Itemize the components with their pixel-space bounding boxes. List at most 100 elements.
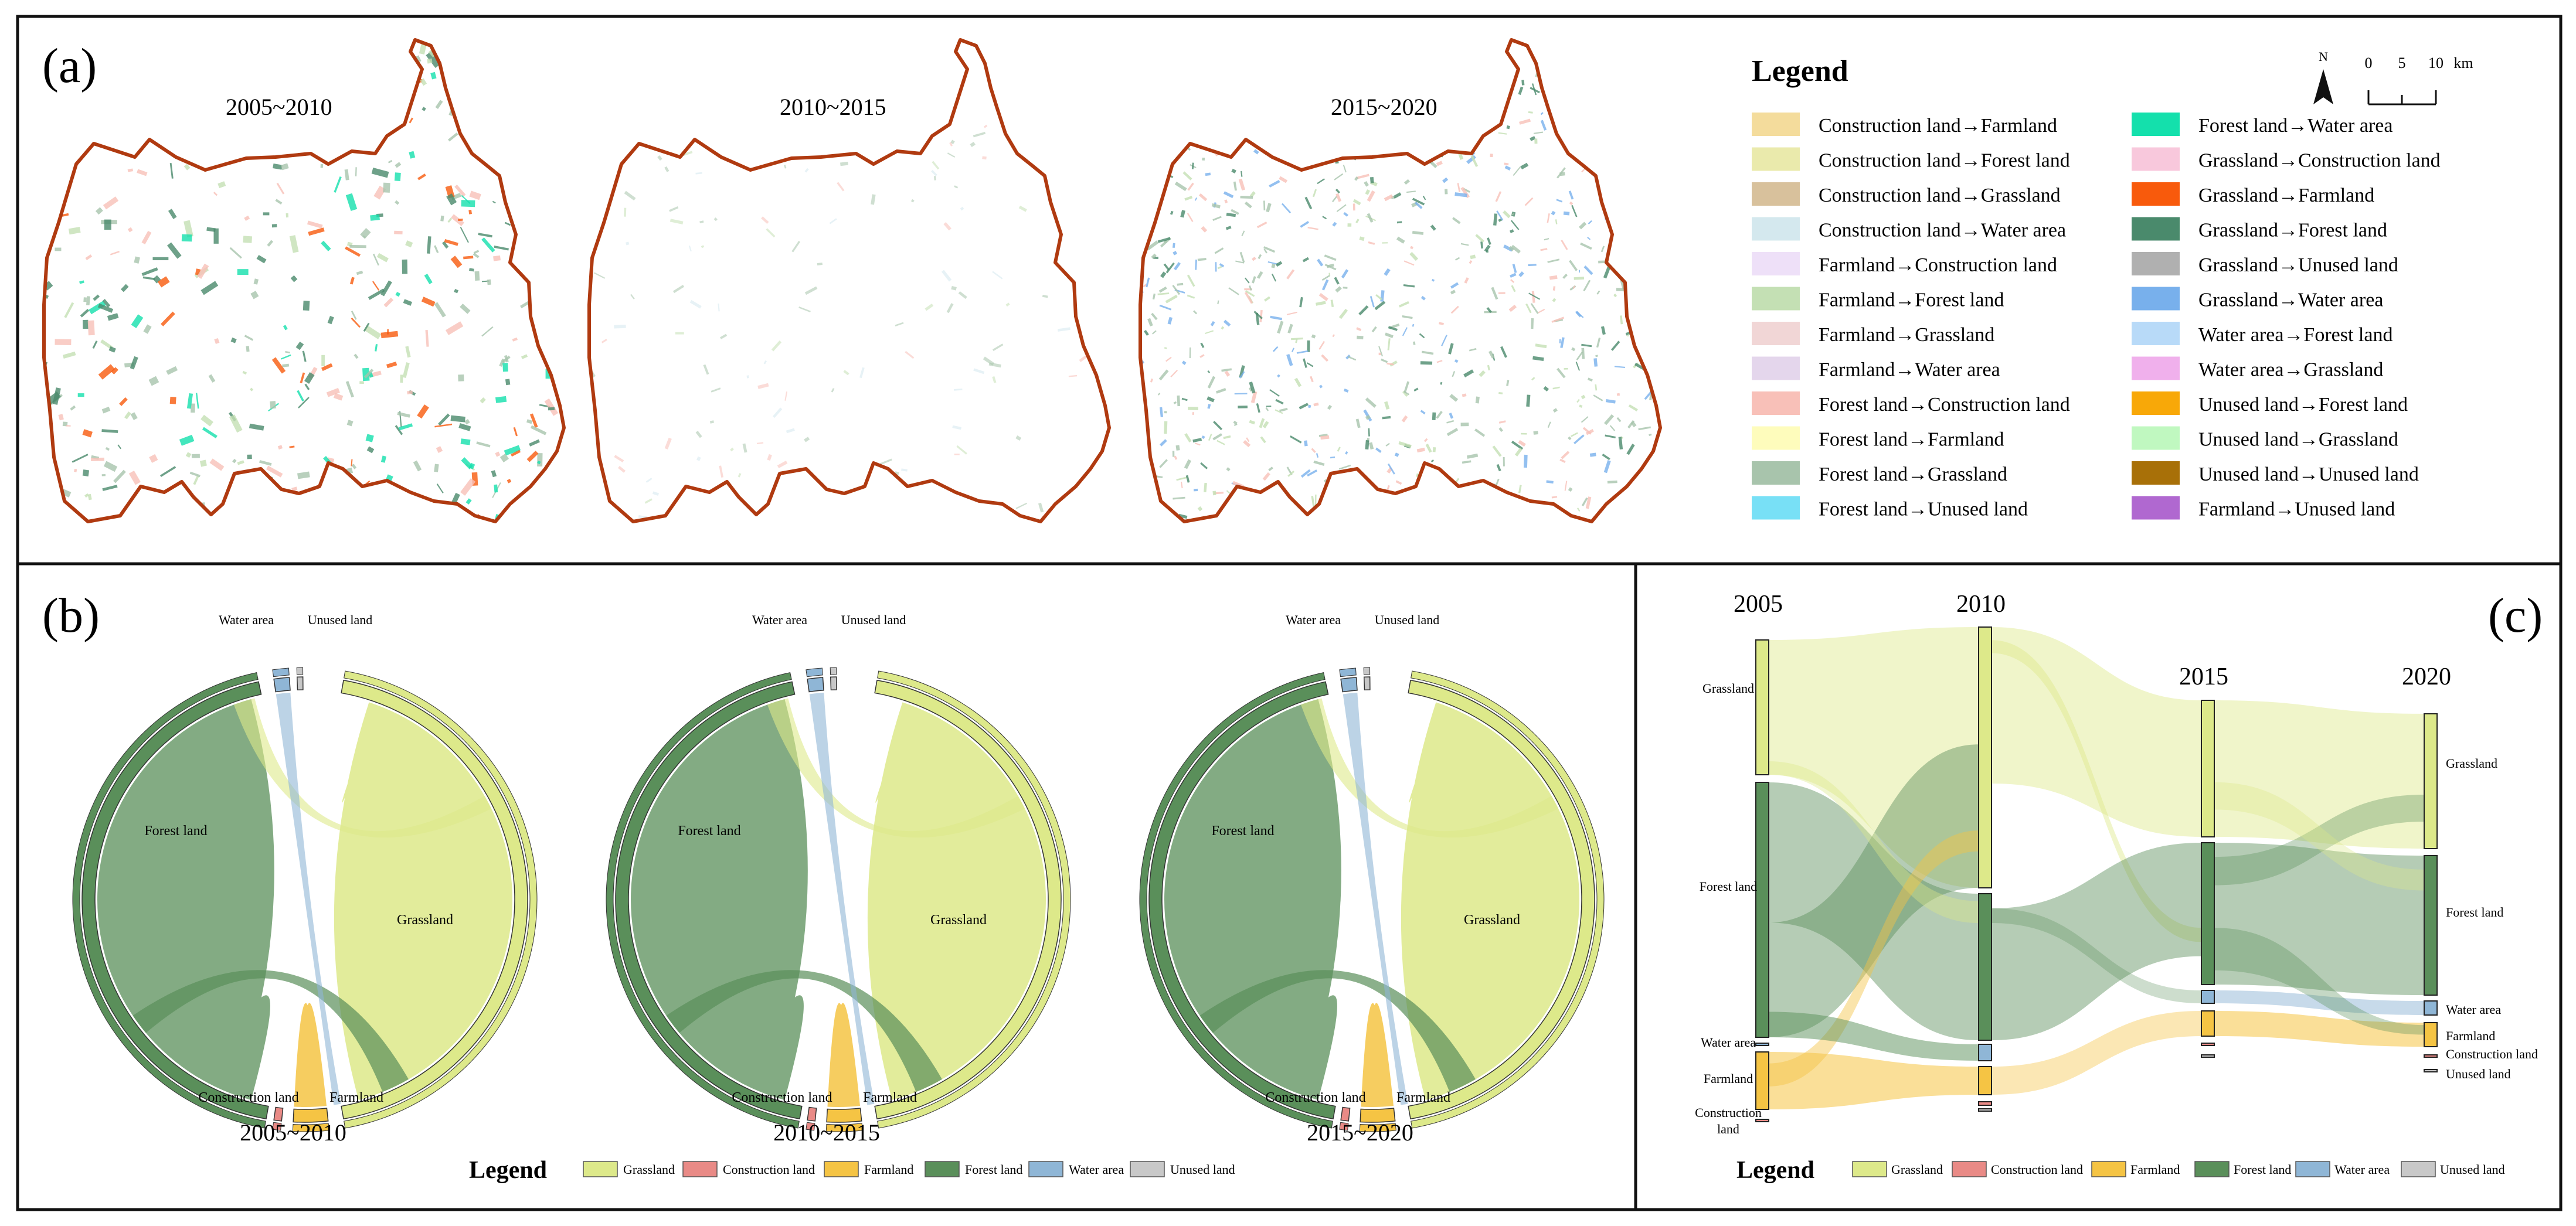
chord-arc-farm xyxy=(293,1108,329,1123)
legend-swatch xyxy=(824,1161,859,1177)
sankey-flow xyxy=(1769,782,1979,1040)
chord-outer-arc-farm xyxy=(825,1123,863,1132)
sankey-flow xyxy=(1992,627,2201,837)
legend-label: Unused land→Unused land xyxy=(2198,464,2419,485)
chord-diagram: Water area Unused land Forest land Grasslan… xyxy=(606,612,1071,1146)
sankey-node-grass xyxy=(2201,700,2215,837)
legend-item: Construction land→Forest land xyxy=(1752,147,2070,172)
sankey-node-forest xyxy=(2424,855,2438,996)
chord-outer-arc-unused xyxy=(1363,667,1371,675)
legend-item: Construction land→Farmland xyxy=(1752,113,2057,137)
legend-swatch xyxy=(1752,182,1800,206)
sankey-flow xyxy=(1769,830,1979,1087)
svg-text:5: 5 xyxy=(2398,55,2406,71)
chord-outer-arc-water xyxy=(806,668,823,677)
legend-label: Forest land→Unused land xyxy=(1819,499,2028,520)
legend-item: Construction land xyxy=(682,1161,815,1177)
chord-outer-arc-farm xyxy=(1359,1123,1396,1132)
legend-label: Unused land xyxy=(1170,1162,1235,1177)
chord-arc-water xyxy=(807,677,824,693)
legend-label: Construction land→Water area xyxy=(1819,220,2066,241)
legend-swatch xyxy=(2295,1161,2330,1177)
chord-outer-arc-grass xyxy=(877,670,1071,1129)
legend-item: Forest land→Water area xyxy=(2132,113,2393,137)
legend-item: Farmland→Construction land xyxy=(1752,252,2057,276)
legend-item: Grassland→Forest land xyxy=(2132,217,2387,241)
sankey-node-label: Farmland xyxy=(1704,1071,1753,1086)
sankey-flow xyxy=(1992,843,2201,1040)
legend-swatch xyxy=(1852,1161,1887,1177)
legend-item: Forest land→Grassland xyxy=(1752,461,2007,485)
chord-diagram: Water area Unused land Forest land Grasslan… xyxy=(72,612,538,1146)
year-label: 2015 xyxy=(2179,663,2228,690)
legend-swatch xyxy=(682,1161,718,1177)
legend-swatch xyxy=(2132,182,2180,206)
legend-label: Water area xyxy=(2334,1162,2390,1177)
legend-swatch xyxy=(1752,496,1800,520)
legend-label: Forest land→Water area xyxy=(2198,115,2393,137)
legend-swatch xyxy=(2132,426,2180,450)
chord-label: Grassland xyxy=(397,912,453,928)
legend-item: Water area→Forest land xyxy=(2132,322,2393,346)
legend-label: Water area→Grassland xyxy=(2198,359,2383,381)
legend-label: Grassland→Farmland xyxy=(2198,185,2374,206)
legend-item: Farmland xyxy=(824,1161,913,1177)
legend-swatch xyxy=(1028,1161,1063,1177)
chord-arc-farm xyxy=(826,1108,862,1123)
chord-label: Grassland xyxy=(930,912,987,928)
chord-ribbon-farmland xyxy=(1361,1003,1394,1107)
legend-label: Water area xyxy=(1069,1162,1124,1177)
scale-bar: 0 5 10 km xyxy=(2365,55,2473,105)
legend-swatch xyxy=(1752,287,1800,311)
chord-label: Unused land xyxy=(1375,612,1440,627)
legend-label: Farmland→Unused land xyxy=(2198,499,2395,520)
sankey-flow xyxy=(1992,640,2201,942)
sankey-flow xyxy=(1769,1052,1979,1109)
chord-outer-arc-water xyxy=(1339,668,1357,677)
sankey-node-label: Construction land xyxy=(2446,1047,2538,1061)
chord-label: Grassland xyxy=(1464,912,1520,928)
sankey-diagram: 2005 2010 2015 2020 Grassland Forest land Wate… xyxy=(1695,591,2538,1136)
chord-title: 2010~2015 xyxy=(773,1119,880,1146)
legend-swatch xyxy=(1752,113,1800,136)
legend-item: Grassland→Farmland xyxy=(2132,182,2374,206)
legend-swatch xyxy=(2132,147,2180,171)
chord-outer-arc-cons xyxy=(1339,1122,1349,1131)
chord-ribbon-forest xyxy=(97,699,274,1100)
legend-label: Unused land→Grassland xyxy=(2198,429,2398,451)
legend-item: Water area xyxy=(1028,1161,1124,1177)
chord-outer-arc-forest xyxy=(1139,672,1333,1129)
sankey-node-label: Grassland xyxy=(2446,756,2497,771)
panel-b-legend: Grassland Construction land Farmland Forest… xyxy=(583,1161,1235,1177)
chord-label: Construction land xyxy=(198,1090,298,1105)
svg-text:10: 10 xyxy=(2428,55,2444,71)
legend-label: Farmland xyxy=(864,1162,913,1177)
legend-item: Farmland→Grassland xyxy=(1752,322,1994,346)
sankey-node-label: Construction land xyxy=(1695,1105,1762,1136)
legend-label: Farmland→Water area xyxy=(1819,359,2000,381)
chord-label: Forest land xyxy=(1211,823,1274,839)
chord-ribbon-grassland xyxy=(334,702,513,1100)
legend-label: Forest land→Construction land xyxy=(1819,394,2070,416)
legend-swatch xyxy=(2132,113,2180,136)
chord-outer-arc-grass xyxy=(1411,670,1605,1129)
sankey-node-forest xyxy=(1755,782,1769,1038)
legend-item: Unused land xyxy=(2401,1161,2505,1177)
legend-item: Construction land→Grassland xyxy=(1752,182,2061,206)
chord-ribbon-water xyxy=(809,692,875,1105)
sankey-node-grass xyxy=(1978,626,1992,888)
chord-arc-forest xyxy=(1148,681,1336,1120)
panel-b-label: (b) xyxy=(42,588,100,643)
chord-ribbon-farmland xyxy=(827,1003,861,1107)
legend-swatch xyxy=(2132,461,2180,485)
svg-text:N: N xyxy=(2319,49,2328,64)
legend-label: Grassland→Unused land xyxy=(2198,254,2398,276)
sankey-node-farm xyxy=(2424,1022,2438,1047)
chord-arc-grass xyxy=(874,679,1062,1120)
sankey-node-forest xyxy=(1978,893,1992,1041)
legend-item: Forest land→Construction land xyxy=(1752,391,2070,416)
legend-label: Farmland xyxy=(2130,1162,2180,1177)
chord-arc-farm xyxy=(1360,1108,1396,1123)
sankey-flow xyxy=(1992,1011,2201,1095)
sankey-flow xyxy=(1769,1012,1979,1061)
